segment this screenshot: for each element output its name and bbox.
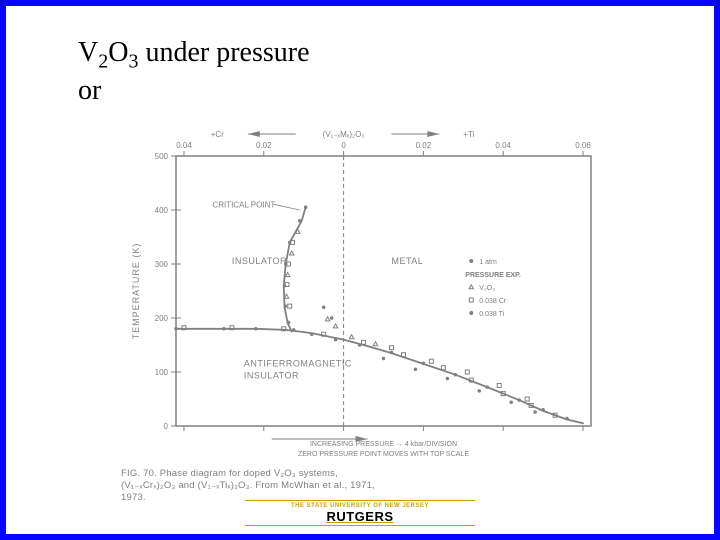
- svg-text:0.038 Ti: 0.038 Ti: [479, 311, 504, 318]
- svg-text:ANTIFERROMAGNETIC: ANTIFERROMAGNETIC: [244, 359, 352, 369]
- svg-text:0: 0: [164, 422, 169, 431]
- phase-diagram-chart: 0 100 200 300 400 500 TEMPERATURE (K) 0.04 0.02 0…: [121, 121, 611, 466]
- svg-text:(V₁₋ₓMₓ)₂O₃: (V₁₋ₓMₓ)₂O₃: [323, 130, 365, 139]
- svg-text:0.02: 0.02: [256, 141, 272, 150]
- svg-text:0: 0: [341, 141, 346, 150]
- footer-main: RUTGERS: [245, 509, 475, 524]
- footer-box: THE STATE UNIVERSITY OF NEW JERSEY RUTGE…: [245, 500, 475, 526]
- svg-text:+Cr: +Cr: [211, 130, 224, 139]
- svg-text:INCREASING PRESSURE → 4 kbar/D: INCREASING PRESSURE → 4 kbar/DIVISION: [310, 441, 457, 448]
- svg-text:INSULATOR: INSULATOR: [232, 256, 287, 266]
- svg-text:1 atm: 1 atm: [479, 259, 497, 266]
- svg-text:0.04: 0.04: [176, 141, 192, 150]
- svg-text:0.038 Cr: 0.038 Cr: [479, 298, 507, 305]
- svg-text:V₂O₃: V₂O₃: [479, 285, 495, 292]
- svg-text:INSULATOR: INSULATOR: [244, 371, 299, 381]
- title-line-1: V2O3 under pressure: [78, 37, 310, 68]
- svg-text:METAL: METAL: [391, 256, 423, 266]
- svg-text:0.04: 0.04: [495, 141, 511, 150]
- slide-frame: V2O3 under pressure or 0 100 200 300 400 500 T…: [0, 0, 720, 540]
- svg-text:400: 400: [155, 206, 169, 215]
- svg-text:ZERO PRESSURE POINT MOVES WITH: ZERO PRESSURE POINT MOVES WITH TOP SCALE: [298, 451, 469, 458]
- slide-title: V2O3 under pressure or: [78, 36, 310, 107]
- svg-text:0.06: 0.06: [575, 141, 591, 150]
- svg-text:TEMPERATURE (K): TEMPERATURE (K): [131, 243, 141, 340]
- svg-text:CRITICAL POINT: CRITICAL POINT: [212, 200, 275, 209]
- figure-caption: FIG. 70. Phase diagram for doped V₂O₃ sy…: [121, 468, 611, 504]
- svg-text:200: 200: [155, 314, 169, 323]
- caption-l1: FIG. 70. Phase diagram for doped V₂O₃ sy…: [121, 468, 338, 479]
- svg-text:PRESSURE EXP.: PRESSURE EXP.: [465, 272, 521, 279]
- svg-text:500: 500: [155, 152, 169, 161]
- title-line-2: or: [78, 75, 101, 106]
- svg-text:100: 100: [155, 368, 169, 377]
- svg-text:0.02: 0.02: [416, 141, 432, 150]
- svg-text:+Ti: +Ti: [463, 130, 474, 139]
- caption-l3: 1973.: [121, 492, 146, 503]
- caption-l2: (V₁₋ₓCrₓ)₂O₃ and (V₁₋ₓTiₓ)₂O₃. From McWh…: [121, 480, 375, 491]
- svg-text:300: 300: [155, 260, 169, 269]
